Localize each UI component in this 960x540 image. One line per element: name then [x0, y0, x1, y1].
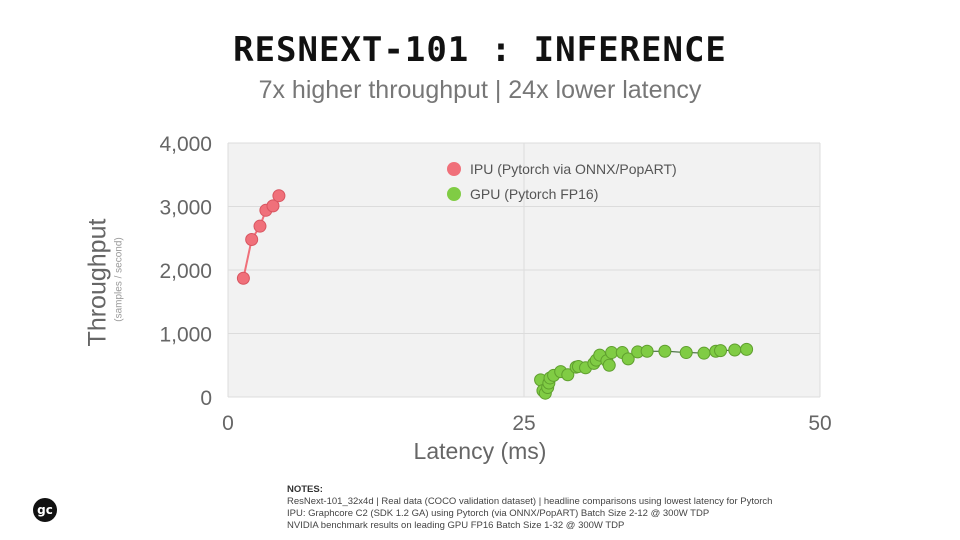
data-point — [561, 368, 575, 382]
y-tick-label: 3,000 — [159, 197, 212, 220]
data-point — [714, 344, 728, 358]
data-point — [679, 346, 693, 360]
page-subtitle: 7x higher throughput | 24x lower latency — [258, 76, 702, 104]
x-tick-label: 0 — [222, 412, 234, 435]
data-point — [658, 344, 672, 358]
data-point — [253, 219, 267, 233]
data-point — [245, 233, 259, 247]
notes-block: NOTES: ResNext-101_32x4d | Real data (CO… — [287, 484, 772, 532]
series-layer — [236, 189, 754, 400]
graphcore-logo-icon: gc — [33, 498, 57, 522]
y-tick-label: 1,000 — [159, 324, 212, 347]
legend-label: GPU (Pytorch FP16) — [470, 186, 598, 202]
data-point — [266, 199, 280, 213]
data-point — [697, 346, 711, 360]
y-axis-sublabel: (samples / second) — [113, 237, 125, 322]
data-point — [740, 342, 754, 356]
data-point — [602, 358, 616, 372]
legend: IPU (Pytorch via ONNX/PopART) GPU (Pytorc… — [447, 161, 677, 202]
grid-layer — [227, 142, 821, 398]
tick-layer: 0 1,000 2,000 3,000 4,000 0 25 50 — [159, 133, 831, 435]
x-axis-label: Latency (ms) — [413, 438, 547, 464]
notes-line: ResNext-101_32x4d | Real data (COCO vali… — [287, 496, 773, 507]
notes-line: IPU: Graphcore C2 (SDK 1.2 GA) using Pyt… — [287, 508, 710, 519]
notes-heading: NOTES: — [287, 484, 323, 495]
legend-marker — [447, 162, 461, 176]
y-axis-label-group: Throughput (samples / second) — [60, 200, 140, 360]
data-point — [272, 189, 286, 203]
y-tick-label: 2,000 — [159, 260, 212, 283]
data-point — [728, 343, 742, 357]
y-tick-label: 4,000 — [159, 133, 212, 156]
series-ipu — [236, 189, 286, 285]
x-tick-label: 25 — [512, 412, 535, 435]
data-point — [236, 271, 250, 285]
y-axis-label: Throughput — [83, 218, 112, 347]
x-tick-label: 50 — [808, 412, 831, 435]
legend-label: IPU (Pytorch via ONNX/PopART) — [470, 161, 677, 177]
page-title: RESNEXT-101 : INFERENCE — [233, 30, 727, 70]
legend-marker — [447, 187, 461, 201]
y-tick-label: 0 — [200, 387, 212, 410]
data-point — [621, 352, 635, 366]
notes-line: NVIDIA benchmark results on leading GPU … — [287, 520, 625, 531]
data-point — [640, 344, 654, 358]
series-gpu — [534, 342, 754, 400]
